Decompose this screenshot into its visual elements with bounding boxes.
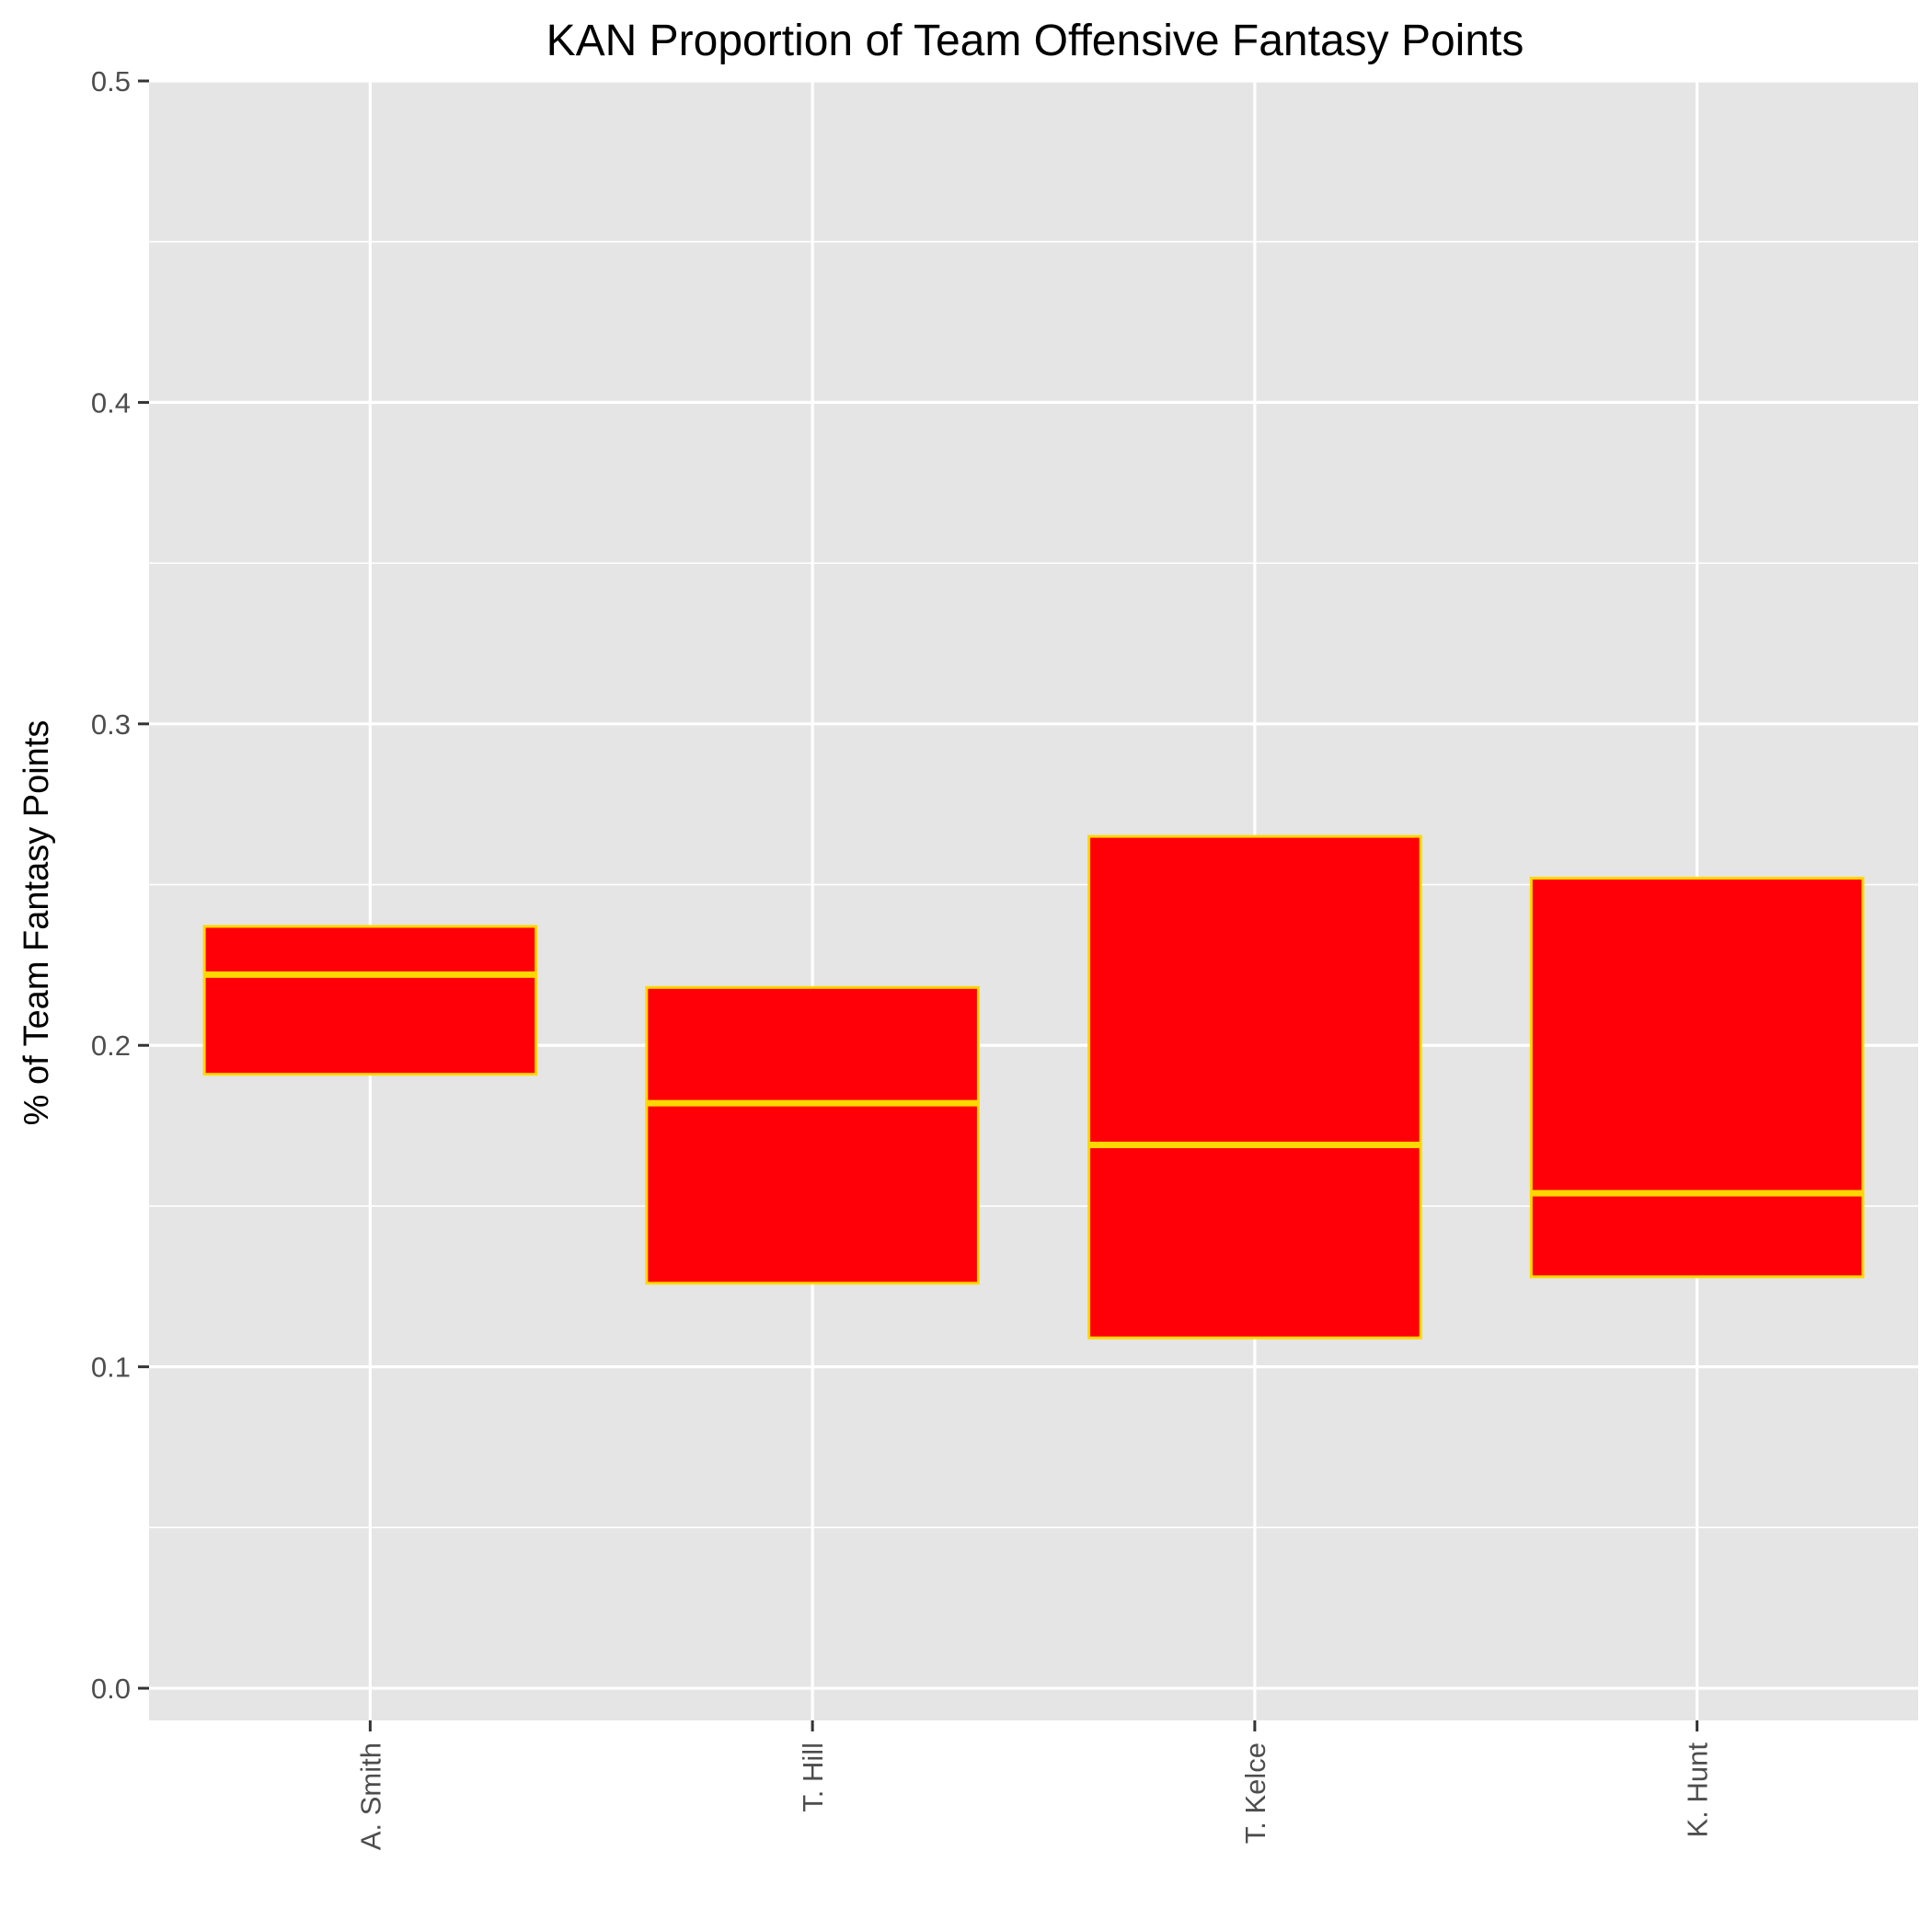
y-tick-label: 0.3	[91, 708, 131, 741]
box-a-smith	[202, 925, 538, 1076]
y-tick-label: 0.1	[91, 1351, 131, 1384]
box-t-kelce	[1087, 834, 1422, 1340]
plot-area: 0.0 0.1 0.2 0.3 0.4 0.5 A. Smith T. Hill T. Kelc…	[91, 65, 1918, 1850]
box-t-hill	[645, 985, 980, 1285]
x-tick-label: T. Hill	[797, 1742, 829, 1812]
box-k-hunt	[1529, 877, 1865, 1279]
x-tick-label: T. Kelce	[1239, 1742, 1271, 1844]
y-tick-label: 0.0	[91, 1673, 131, 1705]
y-tick-label: 0.4	[91, 386, 131, 419]
y-tick-label: 0.5	[91, 65, 131, 98]
y-axis-label: % of Team Fantasy Points	[17, 720, 56, 1126]
chart-title: KAN Proportion of Team Offensive Fantasy…	[546, 17, 1524, 65]
x-tick-label: K. Hunt	[1682, 1742, 1714, 1838]
y-tick-label: 0.2	[91, 1029, 131, 1062]
x-tick-label: A. Smith	[354, 1742, 386, 1850]
